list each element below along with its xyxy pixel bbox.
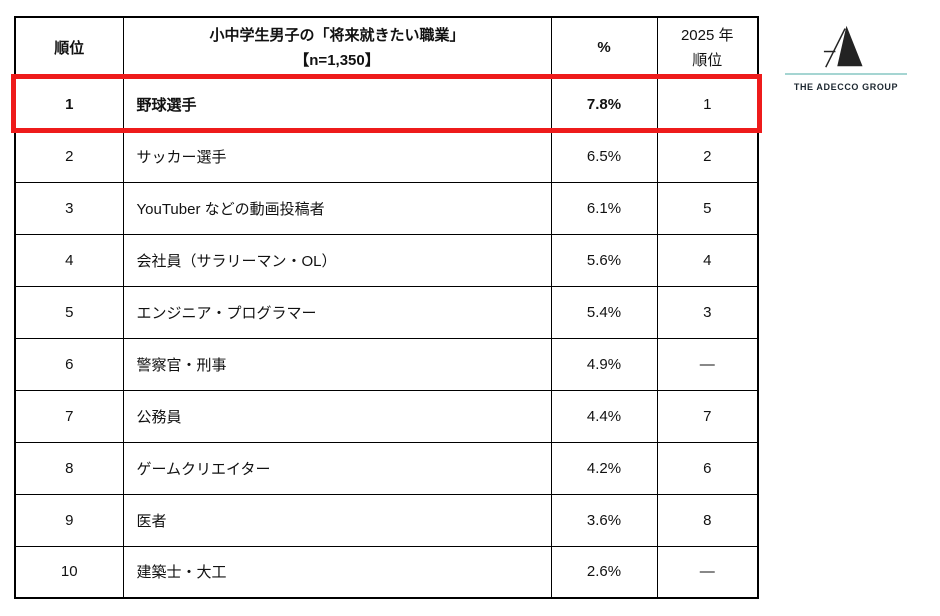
rank-cell: 9: [14, 493, 124, 547]
adecco-a-icon: [823, 25, 863, 68]
header-row: 順位 小中学生男子の「将来就きたい職業」 【n=1,350】 % 2025 年 …: [14, 16, 759, 79]
rank-cell: 1: [14, 77, 124, 131]
occupation-cell: 公務員: [122, 389, 552, 443]
table-row-6: 6 警察官・刑事 4.9% —: [14, 337, 759, 391]
adecco-group-logo: THE ADECCO GROUP: [785, 22, 907, 92]
rank-cell: 5: [14, 285, 124, 339]
table-row-10: 10 建築士・大工 2.6% —: [14, 545, 759, 599]
occupation-cell: ゲームクリエイター: [122, 441, 552, 495]
occupation-cell: 建築士・大工: [122, 545, 552, 599]
table-row-7: 7 公務員 4.4% 7: [14, 389, 759, 443]
percent-cell: 4.9%: [550, 337, 658, 391]
rank-2025-cell: 1: [656, 77, 759, 131]
rank-2025-cell: 2: [656, 129, 759, 183]
occupation-cell: 野球選手: [122, 77, 552, 131]
rank-cell: 6: [14, 337, 124, 391]
rank-2025-cell: 4: [656, 233, 759, 287]
table-row-1: 1 野球選手 7.8% 1: [14, 77, 759, 131]
rank-cell: 10: [14, 545, 124, 599]
rank-2025-cell: 3: [656, 285, 759, 339]
ranking-table: 順位 小中学生男子の「将来就きたい職業」 【n=1,350】 % 2025 年 …: [14, 16, 759, 599]
percent-cell: 5.4%: [550, 285, 658, 339]
survey-title-header: 小中学生男子の「将来就きたい職業」 【n=1,350】: [122, 16, 552, 79]
percent-cell: 3.6%: [550, 493, 658, 547]
rank-header: 順位: [14, 16, 124, 79]
percent-header: %: [550, 16, 658, 79]
occupation-cell: 会社員（サラリーマン・OL）: [122, 233, 552, 287]
occupation-cell: 警察官・刑事: [122, 337, 552, 391]
table-row-4: 4 会社員（サラリーマン・OL） 5.6% 4: [14, 233, 759, 287]
rank-2025-cell: 6: [656, 441, 759, 495]
ranking-table-container: 順位 小中学生男子の「将来就きたい職業」 【n=1,350】 % 2025 年 …: [11, 16, 762, 599]
occupation-cell: エンジニア・プログラマー: [122, 285, 552, 339]
survey-title-line1: 小中学生男子の「将来就きたい職業」: [209, 26, 465, 44]
occupation-cell: サッカー選手: [122, 129, 552, 183]
logo-text: THE ADECCO GROUP: [793, 82, 899, 92]
table-row-9: 9 医者 3.6% 8: [14, 493, 759, 547]
rank-2025-cell: 7: [656, 389, 759, 443]
table-row-8: 8 ゲームクリエイター 4.2% 6: [14, 441, 759, 495]
rank-2025-cell: —: [656, 337, 759, 391]
table-row-3: 3 YouTuber などの動画投稿者 6.1% 5: [14, 181, 759, 235]
percent-cell: 2.6%: [550, 545, 658, 599]
table-row-2: 2 サッカー選手 6.5% 2: [14, 129, 759, 183]
logo-underline: [785, 73, 907, 75]
percent-cell: 6.5%: [550, 129, 658, 183]
percent-cell: 5.6%: [550, 233, 658, 287]
rank-2025-cell: —: [656, 545, 759, 599]
percent-cell: 4.4%: [550, 389, 658, 443]
occupation-cell: 医者: [122, 493, 552, 547]
rank-cell: 2: [14, 129, 124, 183]
rank-cell: 4: [14, 233, 124, 287]
percent-cell: 6.1%: [550, 181, 658, 235]
rank-cell: 8: [14, 441, 124, 495]
rank-2025-cell: 5: [656, 181, 759, 235]
rank-2025-header-line1: 2025 年: [680, 26, 734, 44]
survey-sample-size: 【n=1,350】: [294, 51, 380, 69]
percent-cell: 4.2%: [550, 441, 658, 495]
percent-cell: 7.8%: [550, 77, 658, 131]
rank-2025-cell: 8: [656, 493, 759, 547]
rank-2025-header-line2: 順位: [692, 51, 723, 69]
table-row-5: 5 エンジニア・プログラマー 5.4% 3: [14, 285, 759, 339]
rank-cell: 3: [14, 181, 124, 235]
rank-cell: 7: [14, 389, 124, 443]
occupation-cell: YouTuber などの動画投稿者: [122, 181, 552, 235]
rank-2025-header: 2025 年 順位: [656, 16, 759, 79]
